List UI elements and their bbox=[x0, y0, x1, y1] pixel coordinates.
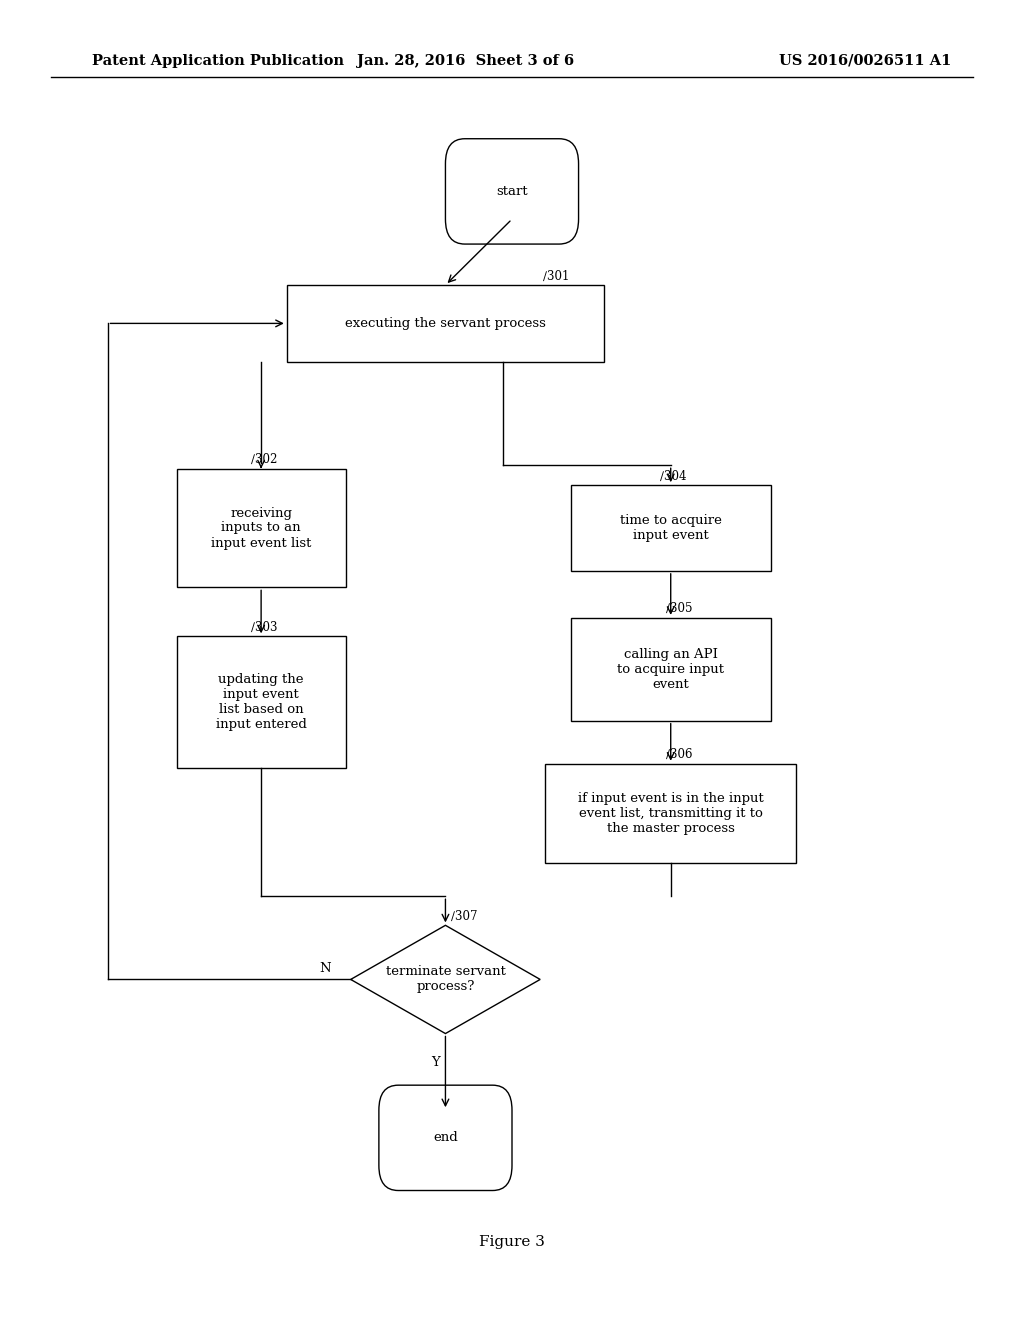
Text: terminate servant
process?: terminate servant process? bbox=[385, 965, 506, 994]
Bar bbox=[176, 469, 346, 587]
Text: US 2016/0026511 A1: US 2016/0026511 A1 bbox=[779, 54, 951, 67]
Text: receiving
inputs to an
input event list: receiving inputs to an input event list bbox=[211, 507, 311, 549]
Text: if input event is in the input
event list, transmitting it to
the master process: if input event is in the input event lis… bbox=[578, 792, 764, 834]
Text: calling an API
to acquire input
event: calling an API to acquire input event bbox=[617, 648, 724, 690]
Text: Figure 3: Figure 3 bbox=[479, 1236, 545, 1249]
Bar bbox=[287, 285, 604, 362]
Bar bbox=[571, 618, 770, 721]
Text: ∕301: ∕301 bbox=[543, 269, 569, 282]
Bar bbox=[571, 484, 770, 570]
Text: start: start bbox=[497, 185, 527, 198]
Text: Y: Y bbox=[431, 1056, 439, 1069]
Text: ∕303: ∕303 bbox=[251, 620, 278, 634]
Text: ∕307: ∕307 bbox=[451, 909, 477, 923]
Text: time to acquire
input event: time to acquire input event bbox=[620, 513, 722, 543]
Bar bbox=[545, 763, 797, 863]
Text: ∕306: ∕306 bbox=[666, 748, 692, 760]
Text: end: end bbox=[433, 1131, 458, 1144]
Text: Jan. 28, 2016  Sheet 3 of 6: Jan. 28, 2016 Sheet 3 of 6 bbox=[357, 54, 574, 67]
Text: updating the
input event
list based on
input entered: updating the input event list based on i… bbox=[216, 673, 306, 731]
Text: executing the servant process: executing the servant process bbox=[345, 317, 546, 330]
Text: ∕302: ∕302 bbox=[251, 453, 278, 466]
Text: N: N bbox=[319, 962, 331, 975]
Text: ∕304: ∕304 bbox=[660, 470, 687, 483]
Polygon shape bbox=[350, 925, 541, 1034]
Text: Patent Application Publication: Patent Application Publication bbox=[92, 54, 344, 67]
FancyBboxPatch shape bbox=[379, 1085, 512, 1191]
Bar bbox=[176, 636, 346, 768]
FancyBboxPatch shape bbox=[445, 139, 579, 244]
Text: ∕305: ∕305 bbox=[666, 602, 692, 615]
